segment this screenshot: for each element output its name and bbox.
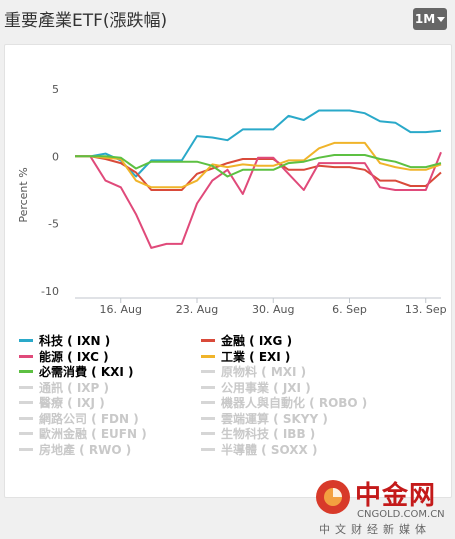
watermark: 中金网 CNGOLD.COM.CN 中文财经新媒体 bbox=[313, 475, 453, 539]
legend-swatch bbox=[201, 354, 215, 358]
x-tick-label: 23. Aug bbox=[176, 303, 218, 316]
legend-item[interactable]: 醫療 ( IXJ ) bbox=[19, 394, 105, 411]
x-tick-label: 13. Sep bbox=[405, 303, 447, 316]
legend-label: 歐洲金融 ( EUFN ) bbox=[39, 427, 147, 441]
series-line-4 bbox=[75, 141, 442, 189]
legend-item[interactable]: 原物料 ( MXI ) bbox=[201, 363, 306, 380]
legend-label: 通訊 ( IXP ) bbox=[39, 380, 110, 395]
legend-swatch bbox=[19, 447, 33, 451]
legend-label: 公用事業 ( JXI ) bbox=[221, 380, 311, 395]
legend-swatch bbox=[201, 401, 215, 404]
legend-item[interactable]: 房地產 ( RWO ) bbox=[19, 441, 131, 458]
legend-swatch bbox=[19, 370, 33, 373]
legend-label: 房地產 ( RWO ) bbox=[39, 442, 132, 457]
x-tick-label: 6. Sep bbox=[332, 303, 367, 316]
legend-swatch bbox=[201, 339, 215, 342]
legend-swatch bbox=[19, 401, 33, 404]
series-line-5 bbox=[75, 154, 442, 178]
y-tick-label: -10 bbox=[41, 285, 59, 298]
legend-item[interactable]: 歐洲金融 ( EUFN ) bbox=[19, 425, 147, 442]
legend-swatch bbox=[19, 385, 33, 389]
legend-swatch bbox=[201, 447, 215, 451]
series-line-1 bbox=[75, 109, 442, 178]
page-title: 重要產業ETF(漲跌幅) bbox=[4, 11, 168, 31]
legend-swatch bbox=[19, 432, 33, 435]
watermark-domain: CNGOLD.COM.CN bbox=[357, 509, 445, 520]
legend-item[interactable]: 生物科技 ( IBB ) bbox=[201, 425, 315, 442]
legend-swatch bbox=[201, 432, 215, 435]
legend-label: 半導體 ( SOXX ) bbox=[221, 442, 318, 457]
watermark-subtitle: 中文财经新媒体 bbox=[319, 523, 431, 536]
legend-label: 工業 ( EXI ) bbox=[221, 349, 291, 364]
legend-swatch bbox=[201, 416, 215, 420]
x-tick-label: 16. Aug bbox=[100, 303, 142, 316]
legend-swatch bbox=[19, 339, 33, 342]
watermark-logo-icon bbox=[316, 480, 350, 514]
legend-label: 網路公司 ( FDN ) bbox=[39, 411, 139, 426]
legend-label: 生物科技 ( IBB ) bbox=[221, 427, 316, 441]
legend-label: 金融 ( IXG ) bbox=[221, 334, 293, 348]
legend-item[interactable]: 半導體 ( SOXX ) bbox=[201, 441, 317, 458]
series-line-3 bbox=[75, 151, 442, 249]
legend-item[interactable]: 工業 ( EXI ) bbox=[201, 348, 290, 365]
y-tick-label: 0 bbox=[52, 150, 59, 163]
legend-item[interactable]: 雲端運算 ( SKYY ) bbox=[201, 410, 328, 427]
legend-label: 醫療 ( IXJ ) bbox=[39, 396, 105, 410]
legend-item[interactable]: 必需消費 ( KXI ) bbox=[19, 363, 134, 380]
legend-label: 能源 ( IXC ) bbox=[39, 349, 109, 364]
chevron-down-icon bbox=[437, 17, 446, 22]
legend-label: 機器人與自動化 ( ROBO ) bbox=[221, 396, 368, 410]
range-label: 1M bbox=[414, 12, 436, 26]
y-tick-label: 5 bbox=[52, 83, 59, 96]
legend-item[interactable]: 金融 ( IXG ) bbox=[201, 332, 292, 349]
legend-item[interactable]: 機器人與自動化 ( ROBO ) bbox=[201, 394, 367, 411]
x-tick-label: 30. Aug bbox=[252, 303, 294, 316]
legend-item[interactable]: 通訊 ( IXP ) bbox=[19, 379, 109, 396]
legend-label: 必需消費 ( KXI ) bbox=[39, 365, 134, 379]
legend-label: 科技 ( IXN ) bbox=[39, 334, 111, 348]
legend-item[interactable]: 公用事業 ( JXI ) bbox=[201, 379, 311, 396]
y-axis-label: Percent % bbox=[17, 167, 30, 222]
legend-item[interactable]: 科技 ( IXN ) bbox=[19, 332, 110, 349]
legend-item[interactable]: 能源 ( IXC ) bbox=[19, 348, 109, 365]
legend-item[interactable]: 網路公司 ( FDN ) bbox=[19, 410, 139, 427]
legend-swatch bbox=[19, 354, 33, 358]
chart-card: Percent % 5 0 -5 -10 16. Aug 23. Aug 30. Aug 6. … bbox=[4, 44, 452, 536]
legend-label: 雲端運算 ( SKYY ) bbox=[221, 411, 328, 426]
watermark-brand: 中金网 bbox=[355, 481, 437, 511]
legend-swatch bbox=[201, 385, 215, 389]
legend-label: 原物料 ( MXI ) bbox=[221, 365, 307, 379]
range-dropdown-button[interactable]: 1M bbox=[413, 8, 447, 30]
legend-swatch bbox=[19, 416, 33, 420]
legend-swatch bbox=[201, 370, 215, 373]
y-tick-label: -5 bbox=[48, 218, 59, 231]
line-chart: Percent % 5 0 -5 -10 16. Aug 23. Aug 30. Aug 6. … bbox=[17, 83, 447, 316]
